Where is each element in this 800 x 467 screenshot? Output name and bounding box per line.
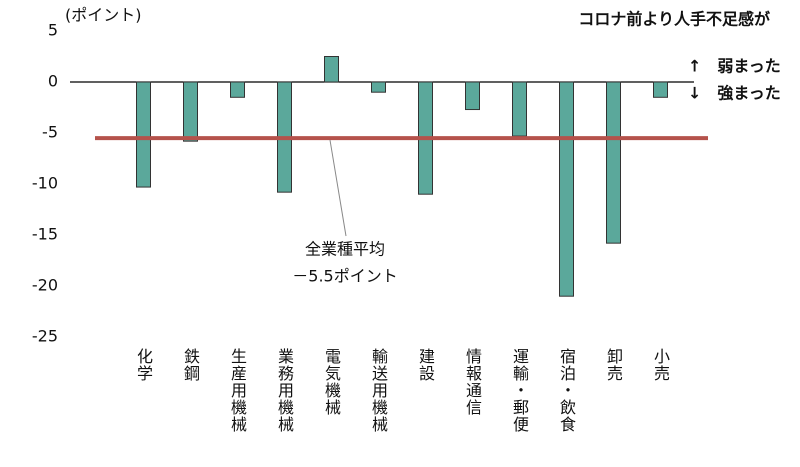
x-tick-label: 化学 (134, 348, 153, 382)
y-axis-label: (ポイント) (65, 6, 142, 25)
bar (324, 56, 339, 83)
y-tick-label: -25 (32, 327, 58, 346)
x-tick-label: 運輸・郵便 (510, 348, 529, 433)
y-tick-label: 0 (48, 72, 58, 91)
reference-label: 全業種平均 (305, 240, 385, 259)
x-tick-label: 建設 (416, 348, 435, 382)
direction-label: ↓ 強まった (688, 84, 781, 103)
bar (606, 81, 621, 244)
leader-line (329, 140, 347, 237)
bar (559, 81, 574, 297)
x-tick-label: 生産用機械 (228, 348, 247, 433)
reference-label: －5.5ポイント (292, 267, 397, 286)
bar (653, 81, 668, 98)
x-tick-label: 小売 (651, 348, 670, 382)
x-tick-label: 業務用機械 (275, 348, 294, 433)
bar (371, 81, 386, 93)
x-tick-label: 情報通信 (463, 348, 482, 416)
bar (136, 81, 151, 188)
x-tick-label: 卸売 (604, 348, 623, 382)
bar (512, 81, 527, 137)
y-tick-label: -20 (32, 276, 58, 295)
bar (230, 81, 245, 98)
x-tick-label: 鉄鋼 (181, 348, 200, 382)
y-tick-label: -5 (42, 123, 58, 142)
x-tick-label: 宿泊・飲食 (557, 348, 576, 433)
x-tick-label: 輸送用機械 (369, 348, 388, 433)
bar (183, 81, 198, 142)
bar (465, 81, 480, 111)
y-tick-label: 5 (48, 21, 58, 40)
y-tick-label: -10 (32, 174, 58, 193)
annotation-title: コロナ前より人手不足感が (578, 10, 770, 29)
direction-label: ↑ 弱まった (688, 57, 781, 76)
y-tick-label: -15 (32, 225, 58, 244)
x-tick-label: 電気機械 (322, 348, 341, 416)
